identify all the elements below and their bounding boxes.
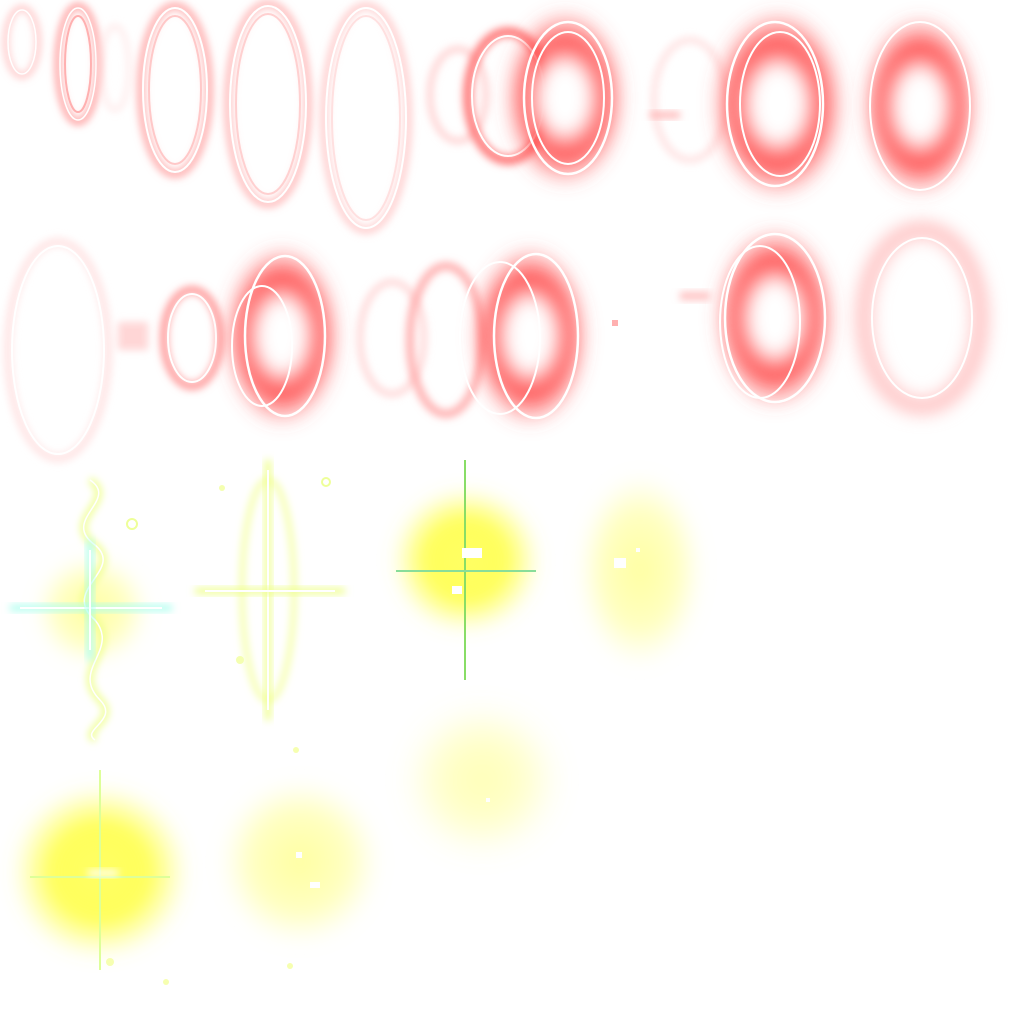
red-ring-frame-3 (224, 0, 312, 208)
red-ring-frame-7 (860, 14, 980, 198)
red-ring-frame-11 (680, 226, 837, 410)
yellow-glow-frame-3 (404, 704, 560, 856)
yellow-spark-frame-1 (10, 477, 172, 743)
red-ring-frame-9 (118, 244, 342, 428)
yellow-spark-frame-3 (390, 460, 542, 680)
red-ring-frame-4 (320, 2, 412, 234)
red-ring-frame-6 (650, 8, 846, 200)
red-ring-frame-1 (3, 3, 131, 125)
yellow-glow-frame-2 (218, 747, 382, 969)
red-ring-frame-12 (855, 221, 989, 415)
red-ring-frame-2 (137, 2, 213, 178)
red-ring-frame-5 (427, 8, 627, 188)
red-ring-frame-8 (4, 238, 112, 462)
red-ring-frame-10 (357, 244, 618, 428)
yellow-spark-frame-4 (576, 472, 704, 668)
yellow-glow-frame-1 (10, 770, 190, 985)
yellow-spark-frame-2 (195, 460, 345, 720)
